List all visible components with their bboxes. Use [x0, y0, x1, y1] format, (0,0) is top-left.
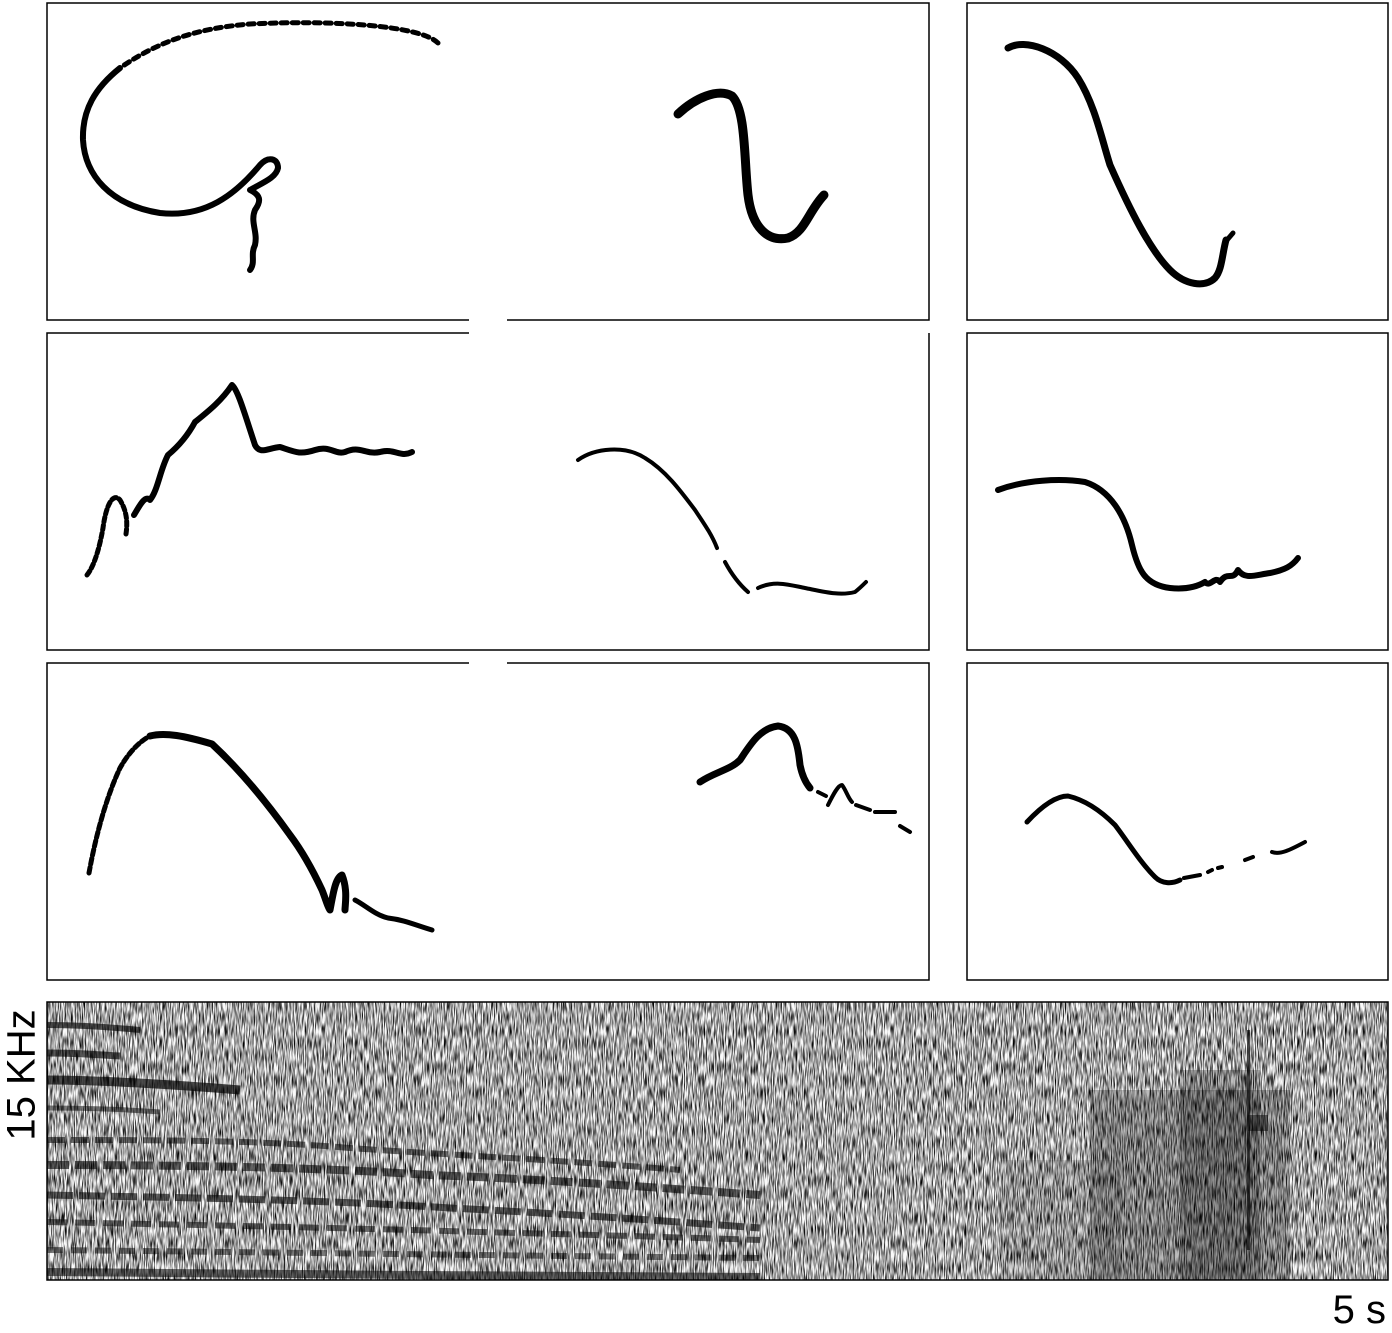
frame-row-1-right [966, 2, 1389, 321]
contour-panel-2-2 [576, 447, 868, 596]
frame-row-1-left [46, 2, 930, 321]
contour-panel-3-2 [696, 722, 912, 834]
contour-panel-1-2 [673, 88, 829, 244]
frame-row-3-right [966, 662, 1389, 981]
contours [79, 20, 1307, 933]
contour-panel-2-3 [995, 477, 1301, 592]
spectrogram-y-label: 15 KHz [0, 1000, 44, 1150]
contour-panel-3-1 [86, 730, 435, 933]
frequency-label: 15 KHz [0, 1009, 44, 1141]
frame-row-3-left [46, 662, 930, 981]
contour-panel-2-1 [84, 382, 415, 578]
spectrogram-frame [46, 1001, 1389, 1281]
frame-row-2-left [46, 332, 930, 651]
panel-frames [46, 2, 1389, 981]
time-label: 5 s [1332, 1288, 1386, 1332]
contour-panel-1-1 [79, 20, 441, 273]
contour-panel-1-3 [1004, 41, 1236, 288]
spectrogram [47, 1002, 1388, 1280]
contour-panel-3-3 [1024, 793, 1307, 886]
frame-row-2-right [966, 332, 1389, 651]
